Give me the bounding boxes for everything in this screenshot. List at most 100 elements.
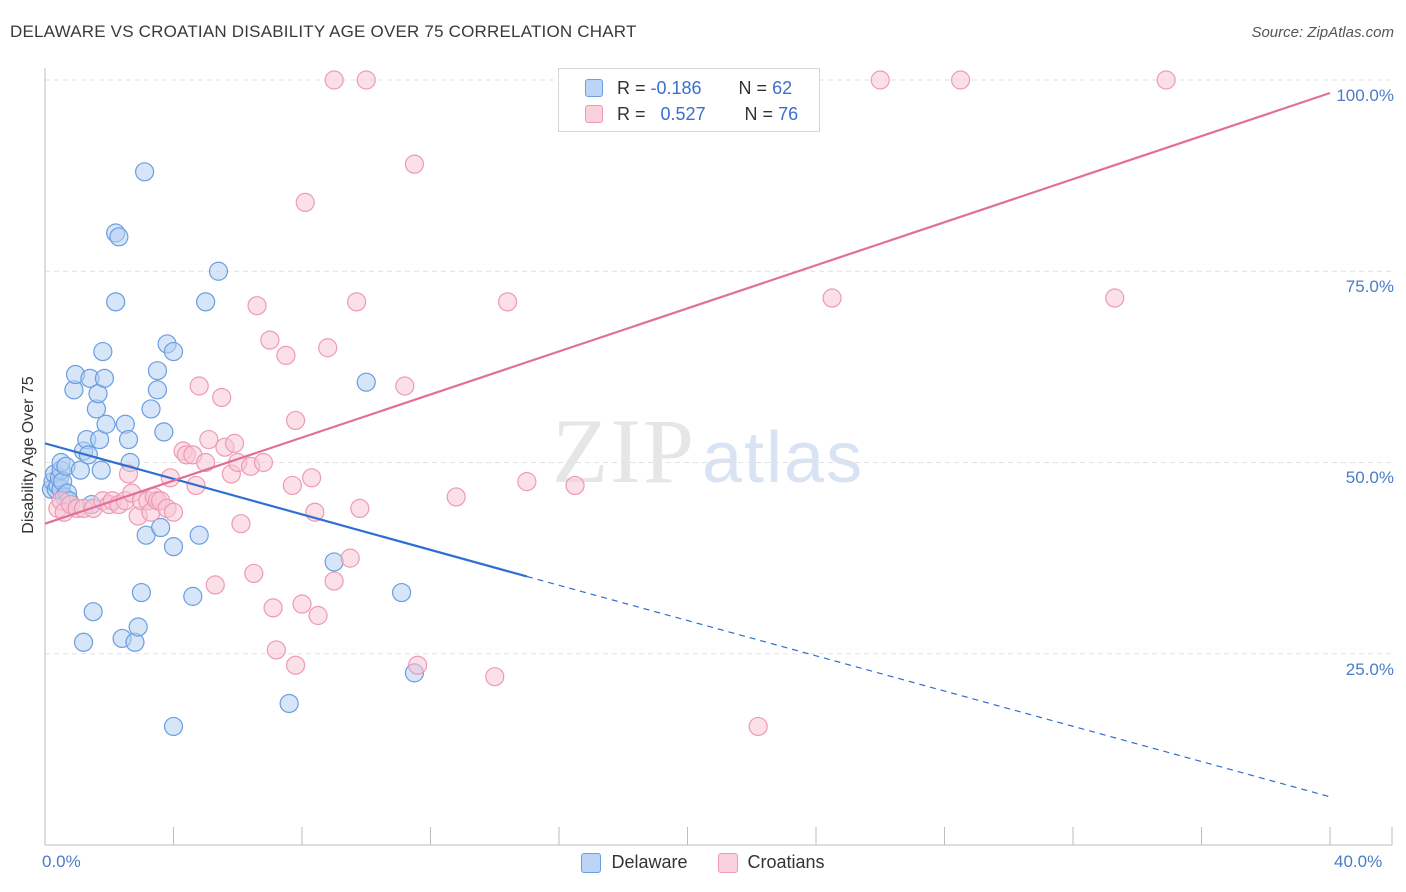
n-label: N = [744, 103, 774, 124]
croatians-point [295, 192, 315, 212]
croatians-point [253, 452, 274, 473]
y-tick-75: 75.0% [1345, 277, 1394, 296]
delaware-point [70, 460, 90, 480]
delaware-point [118, 429, 139, 450]
croatians-point [1156, 70, 1176, 90]
delaware-point [163, 341, 184, 362]
croatians-point [189, 376, 209, 396]
croatians-point [565, 475, 585, 496]
n-value: 76 [778, 103, 799, 124]
delaware-point [73, 632, 94, 652]
delaware-point [279, 693, 299, 714]
legend-label-delaware: Delaware [611, 852, 688, 872]
legend-item-croatians[interactable]: Croatians [717, 852, 825, 873]
delaware-point [391, 582, 412, 603]
croatians-point [263, 598, 283, 618]
delaware-point [109, 227, 129, 247]
delaware-swatch [585, 79, 603, 97]
y-tick-100: 100.0% [1336, 86, 1394, 105]
delaware-point [154, 422, 174, 442]
croatians-swatch [585, 105, 603, 123]
legend-item-delaware[interactable]: Delaware [581, 852, 688, 873]
croatians-point [308, 605, 328, 626]
croatians-point [260, 330, 280, 350]
delaware-swatch [581, 852, 602, 873]
watermark-atlas: atlas [702, 418, 865, 498]
delaware-point [183, 586, 203, 606]
croatians-point [276, 345, 296, 365]
croatians-point [224, 433, 245, 453]
croatians-point [244, 563, 264, 584]
delaware-point [128, 617, 148, 637]
croatians-point [302, 468, 322, 488]
delaware-point [83, 602, 103, 622]
croatians-point [118, 464, 139, 484]
delaware-point [147, 361, 168, 381]
croatians-point [285, 410, 306, 431]
delaware-point [134, 162, 155, 182]
chart-title: DELAWARE VS CROATIAN DISABILITY AGE OVER… [10, 22, 637, 41]
legend-row-croatians: R = 0.527 N = 76 [585, 102, 798, 126]
r-label: R = [617, 77, 646, 98]
x-tick-min: 0.0% [42, 852, 81, 871]
croatians-point [870, 70, 890, 90]
croatians-point [266, 640, 286, 660]
croatians-point [517, 472, 537, 492]
croatians-point [247, 296, 267, 316]
delaware-point [163, 537, 184, 557]
croatians-swatch [717, 852, 738, 873]
croatians-point [282, 475, 302, 496]
delaware-point [93, 341, 113, 362]
n-value: 62 [772, 77, 793, 98]
delaware-trend-extension [526, 575, 1331, 798]
n-label: N = [738, 77, 768, 98]
source-label: Source: ZipAtlas.com [1251, 24, 1394, 41]
croatians-point [356, 70, 376, 90]
delaware-point [106, 292, 126, 312]
croatians-point [822, 288, 842, 308]
delaware-point [141, 399, 161, 419]
delaware-point [208, 261, 229, 281]
delaware-point [196, 292, 216, 312]
x-tick-max: 40.0% [1334, 852, 1383, 871]
croatians-point [485, 667, 505, 687]
croatians-point [350, 498, 370, 518]
delaware-point [94, 368, 115, 388]
croatians-point [950, 70, 971, 90]
croatians-point [324, 571, 344, 591]
delaware-point [324, 552, 344, 572]
croatians-point [1105, 288, 1125, 308]
legend-row-delaware: R = -0.186 N = 62 [585, 76, 792, 100]
croatians-point [748, 716, 768, 737]
legend-label-croatians: Croatians [747, 852, 825, 872]
r-value: 0.527 [660, 103, 706, 124]
croatians-point [163, 502, 184, 522]
croatians-point [324, 70, 344, 90]
croatians-point [347, 292, 367, 312]
croatians-point [205, 575, 225, 595]
croatians-point [199, 429, 219, 450]
croatians-point [292, 594, 312, 614]
delaware-point [163, 716, 184, 737]
delaware-point [189, 525, 209, 545]
croatians-point [446, 487, 466, 507]
croatians-point [196, 452, 216, 473]
y-tick-50: 50.0% [1345, 468, 1394, 487]
delaware-point [151, 517, 171, 538]
r-value: -0.186 [650, 77, 702, 98]
y-axis-label: Disability Age Over 75 [20, 376, 37, 534]
croatians-point [212, 387, 232, 408]
croatians-point [408, 655, 428, 675]
delaware-point [131, 582, 151, 603]
croatians-point [395, 376, 415, 396]
croatians-point [404, 154, 425, 174]
delaware-point [91, 460, 111, 480]
series-legend: Delaware Croatians [0, 852, 1406, 873]
r-label: R = [617, 103, 646, 124]
delaware-point [96, 414, 116, 434]
delaware-point [147, 380, 168, 400]
croatians-point [340, 548, 360, 568]
y-tick-25: 25.0% [1345, 660, 1394, 679]
croatians-point [498, 292, 518, 312]
